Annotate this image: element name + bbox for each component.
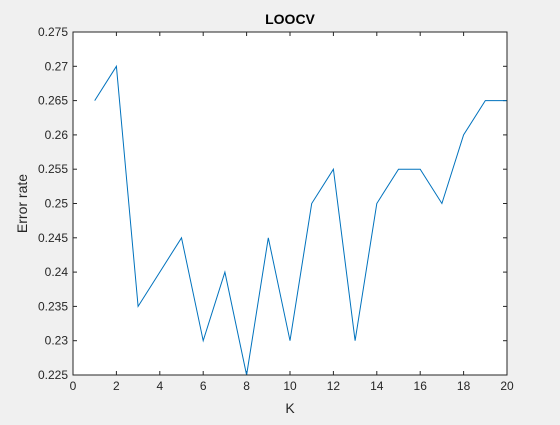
x-tick-label: 20 (500, 379, 514, 393)
series-line (94, 64, 507, 376)
y-tick-label: 0.245 (38, 231, 68, 245)
ticks-layer: 0 2 4 6 8 10 12 14 16 18 20 0.225 0.23 0.235 0.24 0.245… (38, 25, 514, 393)
y-tick-label: 0.275 (38, 25, 68, 39)
x-tick-label: 18 (457, 379, 471, 393)
y-tick-label: 0.225 (38, 368, 68, 382)
x-tick-label: 10 (283, 379, 297, 393)
x-tick-label: 2 (113, 379, 120, 393)
y-tick-label: 0.23 (45, 334, 69, 348)
x-tick-label: 8 (243, 379, 250, 393)
lines-layer (94, 64, 507, 376)
x-tick-label: 0 (70, 379, 77, 393)
y-tick-label: 0.235 (38, 299, 68, 313)
y-tick-label: 0.24 (45, 265, 69, 279)
y-tick-label: 0.27 (45, 59, 69, 73)
y-axis-label: Error rate (14, 174, 30, 233)
chart-title: LOOCV (265, 11, 315, 27)
x-tick-label: 14 (370, 379, 384, 393)
x-tick-label: 16 (414, 379, 428, 393)
x-tick-label: 6 (200, 379, 207, 393)
axes-box (72, 31, 508, 376)
axes-background (73, 32, 507, 375)
x-tick-label: 12 (327, 379, 341, 393)
y-tick-label: 0.255 (38, 162, 68, 176)
x-tick-label: 4 (156, 379, 163, 393)
y-tick-label: 0.25 (45, 197, 69, 211)
y-tick-label: 0.265 (38, 94, 68, 108)
y-tick-label: 0.26 (45, 128, 69, 142)
x-axis-label: K (285, 400, 295, 416)
